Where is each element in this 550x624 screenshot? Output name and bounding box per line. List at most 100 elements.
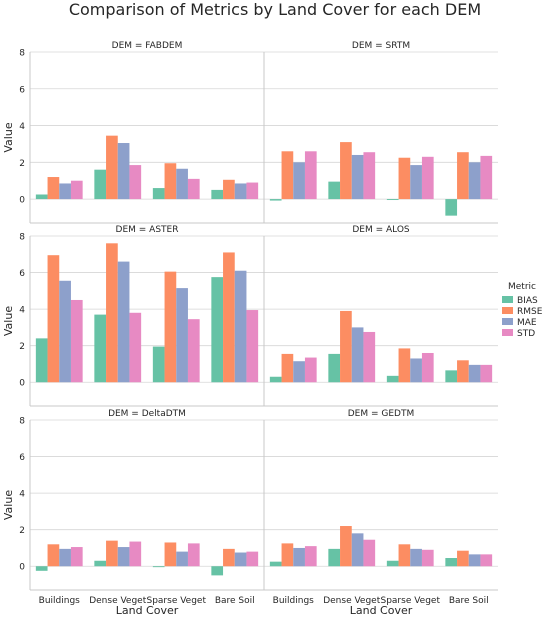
bar-rmse	[106, 540, 118, 567]
y-axis-label: Value	[2, 122, 15, 152]
bar-rmse	[281, 353, 294, 383]
bar-std	[304, 357, 317, 383]
bar-mae	[234, 183, 247, 200]
bar-mae	[176, 551, 188, 567]
bar-std	[363, 331, 376, 383]
y-tick-label: 4	[19, 122, 25, 132]
bar-bias	[445, 558, 458, 567]
x-axis-label: Land Cover	[350, 604, 413, 617]
bar-rmse	[223, 252, 235, 383]
bar-mae	[59, 548, 71, 567]
bar-mae	[117, 143, 130, 200]
bar-rmse	[47, 177, 60, 200]
y-tick-label: 0	[19, 379, 25, 389]
bar-std	[246, 182, 259, 200]
legend-swatch	[502, 307, 513, 314]
bar-bias	[152, 188, 165, 200]
bar-bias	[35, 194, 48, 200]
bar-std	[70, 299, 83, 383]
bar-mae	[468, 554, 481, 567]
x-tick-label: Dense Veget	[89, 596, 147, 606]
panel-title: DEM = SRTM	[352, 41, 410, 51]
bar-rmse	[340, 310, 352, 383]
bar-rmse	[340, 526, 352, 567]
chart-panel: 0 2 4 6 8 DEM = FABDEM Value	[2, 41, 264, 224]
bar-std	[246, 551, 259, 567]
bar-bias	[386, 199, 399, 201]
legend-title: Metric	[508, 282, 536, 292]
bar-bias	[94, 169, 107, 200]
chart-title: Comparison of Metrics by Land Cover for …	[69, 0, 481, 19]
y-tick-label: 0	[19, 563, 25, 573]
bar-mae	[176, 288, 188, 383]
panel-title: DEM = DeltaDTM	[108, 409, 186, 419]
y-tick-label: 6	[19, 453, 25, 463]
bar-std	[421, 156, 434, 200]
bar-std	[129, 165, 142, 200]
legend-swatch	[502, 329, 513, 336]
bar-rmse	[164, 542, 177, 567]
bar-std	[304, 151, 317, 200]
x-axis-label: Land Cover	[116, 604, 179, 617]
panel-title: DEM = ASTER	[116, 225, 179, 235]
legend-swatch	[502, 296, 513, 303]
bar-std	[480, 155, 493, 200]
bar-mae	[468, 364, 481, 383]
x-tick-label: Buildings	[273, 596, 315, 606]
bar-bias	[211, 566, 224, 576]
bar-rmse	[106, 243, 118, 383]
bar-bias	[445, 199, 458, 216]
bar-rmse	[457, 152, 469, 200]
bar-bias	[152, 346, 165, 383]
y-tick-label: 8	[19, 49, 25, 59]
bar-bias	[94, 314, 107, 383]
bar-rmse	[223, 179, 235, 200]
bar-bias	[386, 560, 399, 567]
bar-bias	[328, 353, 341, 383]
bar-bias	[269, 561, 282, 567]
bar-bias	[445, 370, 458, 383]
panel-title: DEM = GEDTM	[348, 409, 415, 419]
bar-mae	[410, 358, 422, 383]
bar-std	[187, 319, 200, 383]
bar-bias	[94, 560, 107, 567]
bar-std	[70, 547, 83, 567]
chart-panel: DEM = GEDTM Buildings Dense Veget Sparse Ve…	[263, 409, 498, 606]
bar-std	[421, 352, 434, 383]
bar-rmse	[106, 135, 118, 200]
bar-std	[421, 549, 434, 567]
chart-panel: 0 2 4 6 8 DEM = ASTER Value	[2, 225, 264, 407]
panel-title: DEM = ALOS	[352, 225, 410, 235]
bar-rmse	[457, 360, 469, 383]
chart-panel: DEM = ALOS	[263, 225, 498, 407]
bar-bias	[35, 566, 48, 571]
bar-mae	[59, 183, 71, 200]
bar-rmse	[398, 544, 411, 567]
bar-rmse	[47, 544, 60, 567]
y-tick-label: 2	[19, 159, 25, 169]
bar-rmse	[223, 548, 235, 567]
bar-std	[129, 541, 142, 567]
bar-mae	[176, 168, 188, 200]
bar-std	[70, 180, 83, 200]
bar-mae	[59, 280, 71, 383]
bar-mae	[351, 327, 364, 383]
bar-mae	[117, 261, 130, 383]
bar-mae	[410, 165, 422, 200]
bar-std	[187, 178, 200, 200]
y-tick-label: 2	[19, 342, 25, 352]
x-tick-label: Sparse Veget	[146, 596, 206, 606]
legend-entry: RMSE	[517, 307, 543, 317]
y-tick-label: 2	[19, 526, 25, 536]
panel-title: DEM = FABDEM	[112, 41, 183, 51]
bar-rmse	[281, 543, 294, 567]
x-tick-label: Bare Soil	[449, 596, 489, 606]
bar-mae	[117, 547, 130, 567]
bar-rmse	[281, 151, 294, 200]
chart-panels: 0 2 4 6 8 DEM = FABDEM Value DEM = SRTM 0 2 4 6 8 DEM…	[2, 41, 498, 606]
bar-rmse	[340, 142, 352, 200]
bar-rmse	[47, 255, 60, 383]
bar-std	[480, 554, 493, 567]
x-tick-label: Dense Veget	[323, 596, 381, 606]
